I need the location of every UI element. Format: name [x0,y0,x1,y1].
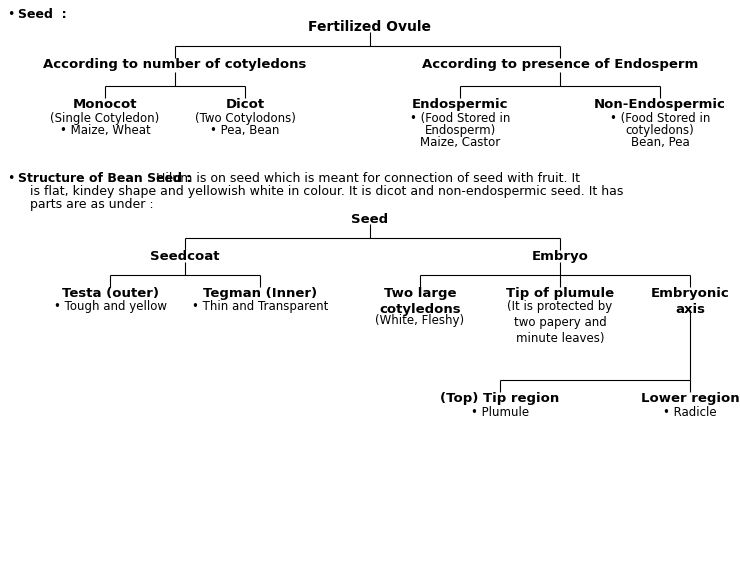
Text: Structure of Bean Seed :: Structure of Bean Seed : [18,172,192,185]
Text: Maize, Castor: Maize, Castor [420,136,500,149]
Text: Testa (outer): Testa (outer) [61,287,158,300]
Text: •: • [7,8,14,21]
Text: • Thin and Transparent: • Thin and Transparent [192,300,328,313]
Text: Tip of plumule: Tip of plumule [506,287,614,300]
Text: Dicot: Dicot [226,98,265,111]
Text: (Single Cotyledon): (Single Cotyledon) [50,112,160,125]
Text: • Plumule: • Plumule [471,406,529,419]
Text: • Radicle: • Radicle [663,406,717,419]
Text: Non-Endospermic: Non-Endospermic [594,98,726,111]
Text: • (Food Stored in: • (Food Stored in [410,112,510,125]
Text: According to presence of Endosperm: According to presence of Endosperm [422,58,698,71]
Text: Lower region: Lower region [641,392,739,405]
Text: (Two Cotylodons): (Two Cotylodons) [195,112,295,125]
Text: (White, Fleshy): (White, Fleshy) [375,314,465,327]
Text: cotyledons): cotyledons) [625,124,694,137]
Text: Tegman (Inner): Tegman (Inner) [203,287,317,300]
Text: Fertilized Ovule: Fertilized Ovule [309,20,431,34]
Text: • Pea, Bean: • Pea, Bean [210,124,280,137]
Text: (It is protected by
two papery and
minute leaves): (It is protected by two papery and minut… [508,300,613,345]
Text: Endosperm): Endosperm) [424,124,496,137]
Text: According to number of cotyledons: According to number of cotyledons [44,58,306,71]
Text: Monocot: Monocot [73,98,137,111]
Text: is flat, kindey shape and yellowish white in colour. It is dicot and non-endospe: is flat, kindey shape and yellowish whit… [30,185,623,198]
Text: Seedcoat: Seedcoat [150,250,220,263]
Text: Bean, Pea: Bean, Pea [630,136,690,149]
Text: parts are as under :: parts are as under : [30,198,154,211]
Text: • (Food Stored in: • (Food Stored in [610,112,710,125]
Text: Hilum is on seed which is meant for connection of seed with fruit. It: Hilum is on seed which is meant for conn… [152,172,580,185]
Text: Seed  :: Seed : [18,8,67,21]
Text: (Top) Tip region: (Top) Tip region [440,392,559,405]
Text: •: • [7,172,14,185]
Text: • Maize, Wheat: • Maize, Wheat [60,124,150,137]
Text: Two large
cotyledons: Two large cotyledons [379,287,461,316]
Text: Embryo: Embryo [531,250,588,263]
Text: Endospermic: Endospermic [411,98,508,111]
Text: Seed: Seed [352,213,389,226]
Text: • Tough and yellow: • Tough and yellow [53,300,166,313]
Text: Embryonic
axis: Embryonic axis [650,287,730,316]
